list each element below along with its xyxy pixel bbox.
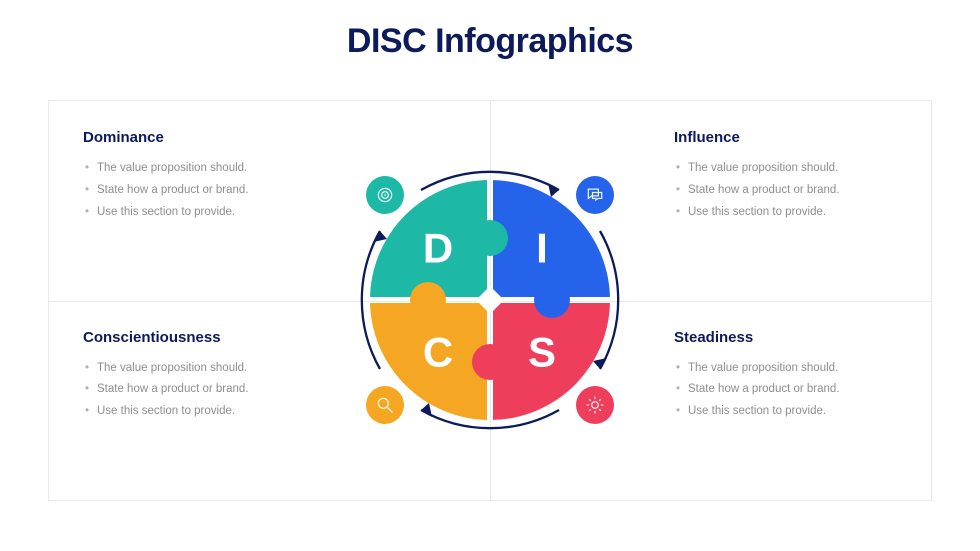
bullet: The value proposition should.: [674, 158, 897, 180]
bullet: State how a product or brand.: [83, 379, 306, 401]
magnifier-icon: [366, 386, 404, 424]
chat-icon: [576, 176, 614, 214]
bullet: State how a product or brand.: [83, 180, 306, 202]
page-title: DISC Infographics: [0, 22, 980, 61]
bullet: Use this section to provide.: [83, 401, 306, 423]
quadrant-bullets: The value proposition should. State how …: [674, 358, 897, 424]
bullet: State how a product or brand.: [674, 180, 897, 202]
quadrant-bullets: The value proposition should. State how …: [83, 358, 306, 424]
bullet: Use this section to provide.: [674, 202, 897, 224]
target-icon: [366, 176, 404, 214]
gear-icon: [576, 386, 614, 424]
bullet: Use this section to provide.: [674, 401, 897, 423]
disc-puzzle: D I C S: [370, 180, 610, 420]
letter-c: C: [423, 329, 453, 376]
quadrant-bullets: The value proposition should. State how …: [83, 158, 306, 224]
quadrant-heading: Conscientiousness: [83, 329, 306, 346]
bullet: State how a product or brand.: [674, 379, 897, 401]
bullet: The value proposition should.: [674, 358, 897, 380]
letter-d: D: [423, 225, 453, 272]
bullet: Use this section to provide.: [83, 202, 306, 224]
quadrant-heading: Dominance: [83, 129, 306, 146]
quadrant-heading: Steadiness: [674, 329, 897, 346]
bullet: The value proposition should.: [83, 358, 306, 380]
bullet: The value proposition should.: [83, 158, 306, 180]
letter-s: S: [528, 329, 556, 376]
quadrant-heading: Influence: [674, 129, 897, 146]
letter-i: I: [536, 225, 548, 272]
quadrant-bullets: The value proposition should. State how …: [674, 158, 897, 224]
